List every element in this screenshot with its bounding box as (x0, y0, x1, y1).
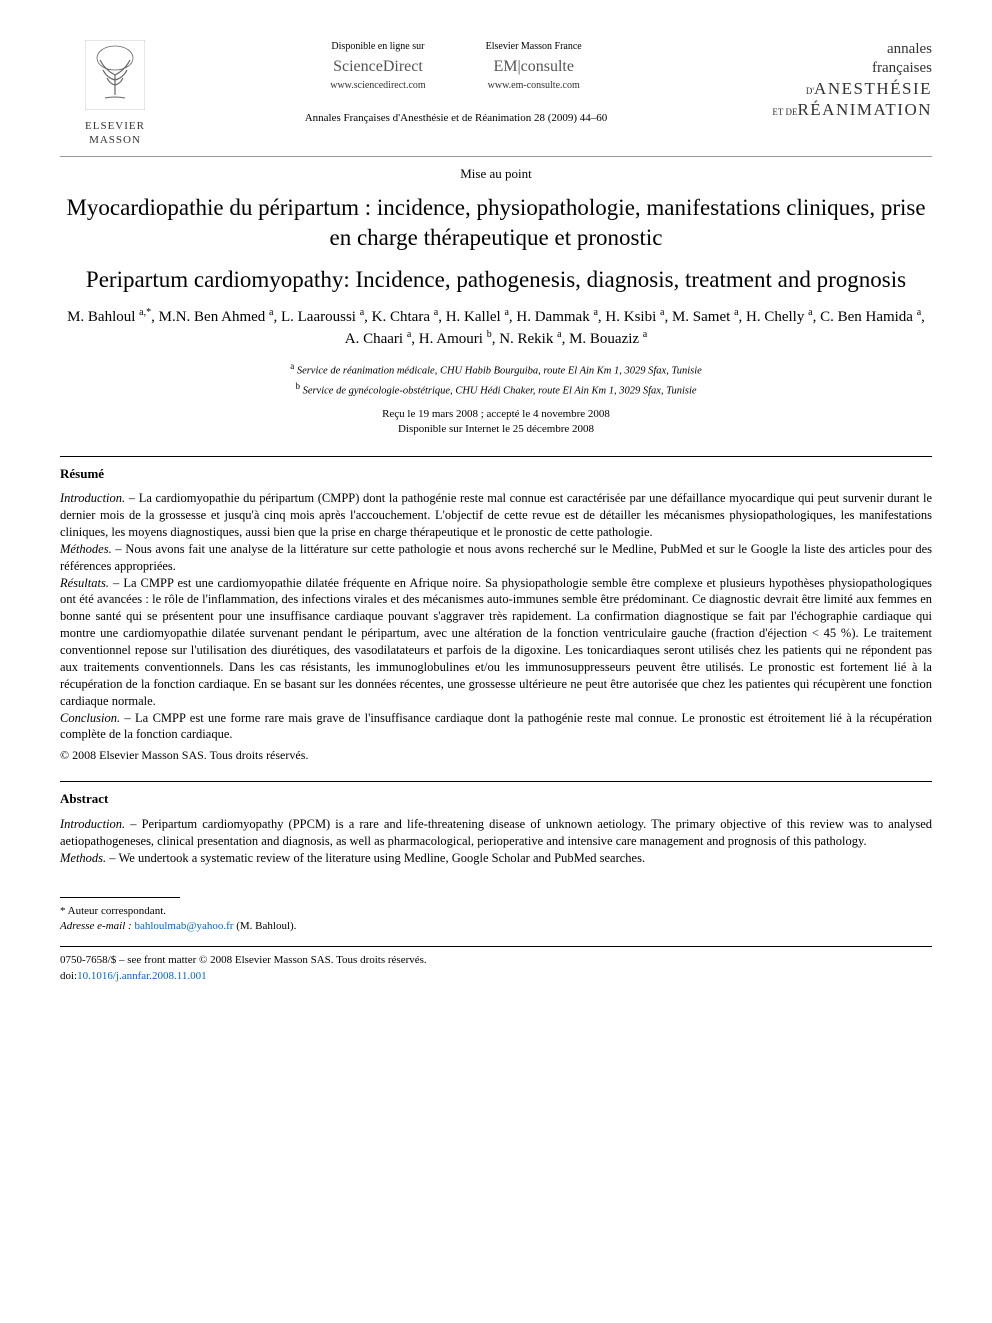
date-received: Reçu le 19 mars 2008 ; accepté le 4 nove… (60, 407, 932, 422)
footer-rule (60, 946, 932, 947)
resume-methodes: Méthodes. – Nous avons fait une analyse … (60, 541, 932, 575)
dates-block: Reçu le 19 mars 2008 ; accepté le 4 nove… (60, 407, 932, 438)
resume-resultats: Résultats. – La CMPP est une cardiomyopa… (60, 575, 932, 710)
affiliation-a: a Service de réanimation médicale, CHU H… (60, 360, 932, 379)
header-divider (60, 156, 932, 157)
affiliations-block: a Service de réanimation médicale, CHU H… (60, 360, 932, 398)
corresponding-author: * Auteur correspondant. (60, 904, 932, 919)
authors-list: M. Bahloul a,*, M.N. Ben Ahmed a, L. Laa… (60, 306, 932, 350)
issn-line: 0750-7658/$ – see front matter © 2008 El… (60, 953, 932, 968)
abstract-methods: Methods. – We undertook a systematic rev… (60, 850, 932, 867)
email-line: Adresse e-mail : bahloulmab@yahoo.fr (M.… (60, 919, 932, 934)
affiliation-b: b Service de gynécologie-obstétrique, CH… (60, 380, 932, 399)
title-french: Myocardiopathie du péripartum : incidenc… (60, 193, 932, 253)
sciencedirect-brand: ScienceDirect (330, 56, 425, 78)
journal-line1: annales (742, 40, 932, 59)
resume-copyright: © 2008 Elsevier Masson SAS. Tous droits … (60, 747, 932, 763)
resume-top-rule (60, 456, 932, 457)
page-header: ELSEVIER MASSON Disponible en ligne sur … (60, 40, 932, 148)
journal-line2: françaises (742, 59, 932, 78)
publisher-name: ELSEVIER MASSON (60, 119, 170, 149)
article-type: Mise au point (60, 165, 932, 183)
journal-title-block: annales françaises D'ANESTHÉSIE ET DERÉA… (742, 40, 932, 121)
doi-line: doi:10.1016/j.annfar.2008.11.001 (60, 969, 932, 984)
emconsulte-brand: EM|consulte (486, 56, 582, 78)
abstract-heading: Abstract (60, 790, 932, 808)
header-links: Disponible en ligne sur ScienceDirect ww… (330, 40, 582, 93)
abstract-body: Introduction. – Peripartum cardiomyopath… (60, 816, 932, 867)
header-center: Disponible en ligne sur ScienceDirect ww… (170, 40, 742, 139)
abstract-top-rule (60, 781, 932, 782)
footnote-block: * Auteur correspondant. Adresse e-mail :… (60, 904, 932, 935)
sciencedirect-link[interactable]: Disponible en ligne sur ScienceDirect ww… (330, 40, 425, 93)
doi-link[interactable]: 10.1016/j.annfar.2008.11.001 (77, 970, 206, 982)
resume-conclusion: Conclusion. – La CMPP est une forme rare… (60, 710, 932, 744)
elsevier-tree-logo (85, 40, 145, 110)
journal-line3: D'ANESTHÉSIE (742, 78, 932, 100)
resume-introduction: Introduction. – La cardiomyopathie du pé… (60, 490, 932, 541)
footer-block: 0750-7658/$ – see front matter © 2008 El… (60, 953, 932, 984)
email-link[interactable]: bahloulmab@yahoo.fr (134, 920, 233, 932)
date-online: Disponible sur Internet le 25 décembre 2… (60, 422, 932, 437)
footnote-rule (60, 897, 180, 898)
resume-heading: Résumé (60, 465, 932, 483)
sciencedirect-url: www.sciencedirect.com (330, 79, 425, 93)
publisher-block: ELSEVIER MASSON (60, 40, 170, 148)
emconsulte-url: www.em-consulte.com (486, 79, 582, 93)
citation-line: Annales Françaises d'Anesthésie et de Ré… (305, 111, 608, 126)
sciencedirect-avail: Disponible en ligne sur (330, 40, 425, 54)
resume-body: Introduction. – La cardiomyopathie du pé… (60, 490, 932, 763)
journal-line4: ET DERÉANIMATION (742, 99, 932, 121)
abstract-introduction: Introduction. – Peripartum cardiomyopath… (60, 816, 932, 850)
title-english: Peripartum cardiomyopathy: Incidence, pa… (60, 265, 932, 295)
emconsulte-avail: Elsevier Masson France (486, 40, 582, 54)
emconsulte-link[interactable]: Elsevier Masson France EM|consulte www.e… (486, 40, 582, 93)
